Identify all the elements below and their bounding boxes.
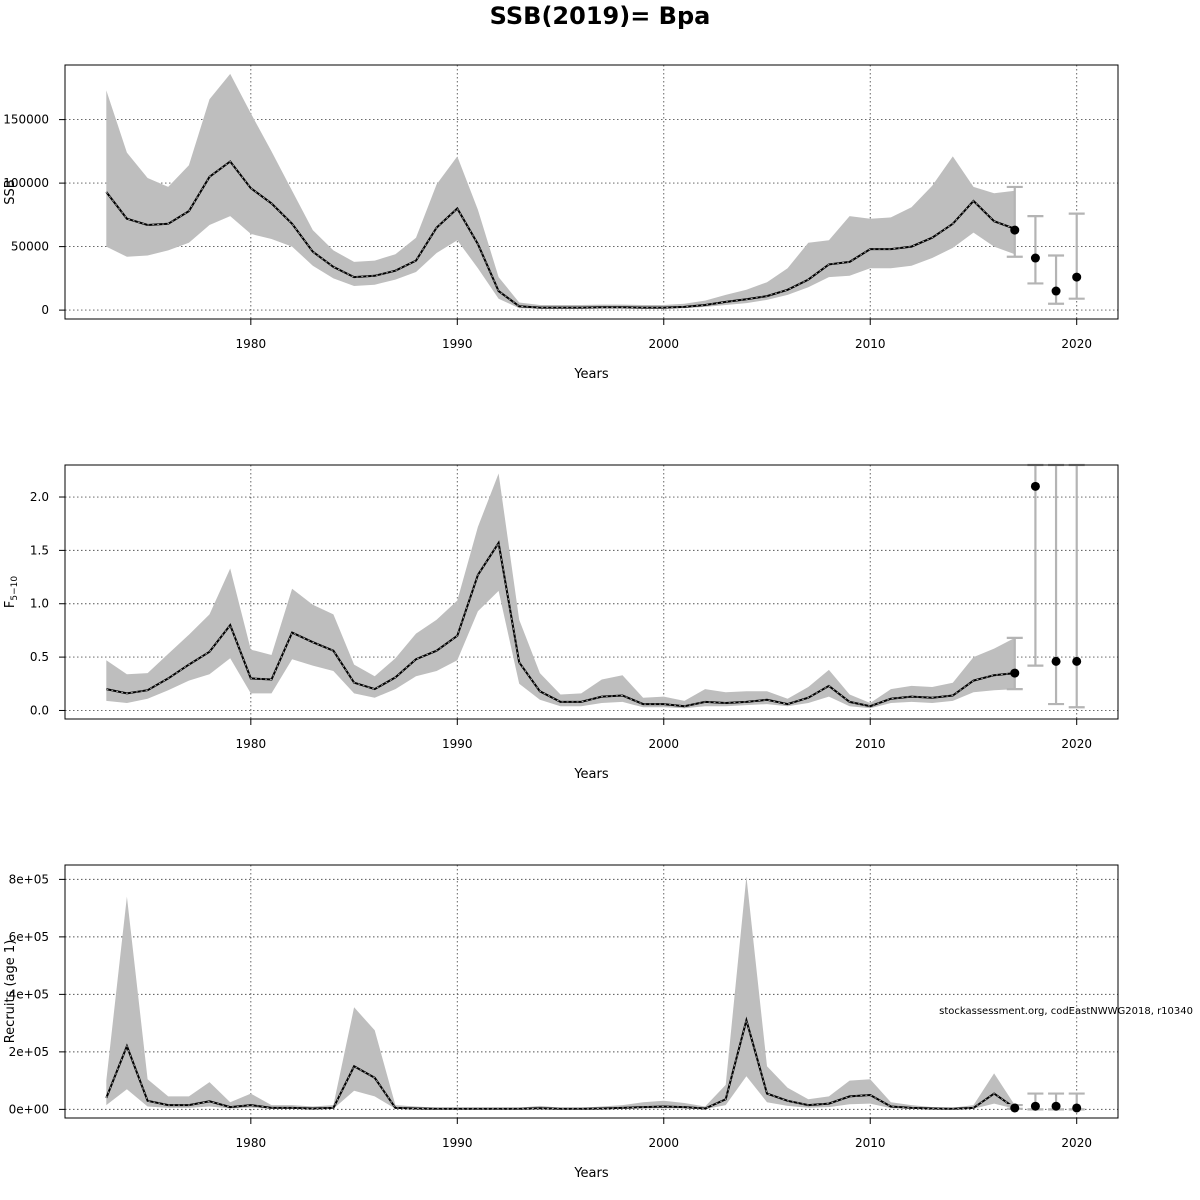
forecast-point <box>1072 272 1082 282</box>
confidence-band <box>106 473 1015 709</box>
x-tick-label: 2000 <box>648 1136 679 1150</box>
x-tick-label: 2000 <box>648 737 679 751</box>
y-tick-label: 50000 <box>11 240 49 254</box>
x-tick-label: 2020 <box>1061 337 1092 351</box>
x-axis-label: Years <box>573 767 609 782</box>
panel-fbar: 1980 1990 2000 2010 2020 0.0 0.5 1.0 1.5 2.0 Years… <box>3 463 1119 782</box>
forecast-point <box>1072 1103 1082 1113</box>
x-tick-label: 2010 <box>855 337 886 351</box>
confidence-band <box>106 876 1015 1110</box>
forecast-point <box>1051 1101 1061 1111</box>
x-tick-label: 1990 <box>442 737 473 751</box>
y-tick-label: 150000 <box>3 113 49 127</box>
x-tick-label: 1980 <box>236 1136 267 1150</box>
x-tick-label: 1990 <box>442 1136 473 1150</box>
x-axis-label: Years <box>573 367 609 382</box>
forecast-point <box>1051 656 1061 666</box>
forecast-point <box>1030 1101 1040 1111</box>
forecast-point <box>1010 225 1020 235</box>
y-tick-label: 0.0 <box>30 703 49 717</box>
page-title: SSB(2019)= Bpa <box>489 2 711 30</box>
y-tick-label: 0 <box>41 303 49 317</box>
forecast-point <box>1010 668 1020 678</box>
y-tick-label: 1.5 <box>30 543 49 557</box>
y-tick-label: 1.0 <box>30 597 49 611</box>
forecast-point <box>1030 481 1040 491</box>
x-tick-label: 2010 <box>855 1136 886 1150</box>
plot-frame <box>64 864 1119 1119</box>
plot-frame <box>64 64 1119 320</box>
confidence-band <box>106 73 1015 309</box>
y-axis-label: F5−10 <box>3 576 20 608</box>
y-axis-label: SSB <box>3 179 18 204</box>
forecast-point <box>1051 286 1061 296</box>
x-axis-label: Years <box>573 1166 609 1181</box>
y-tick-label: 6e+05 <box>9 930 49 944</box>
y-tick-label: 0e+00 <box>9 1102 49 1116</box>
x-tick-label: 2020 <box>1061 737 1092 751</box>
x-tick-label: 2020 <box>1061 1136 1092 1150</box>
x-tick-label: 1980 <box>236 737 267 751</box>
x-tick-label: 1980 <box>236 337 267 351</box>
estimate-line <box>105 160 1016 309</box>
x-tick-label: 1990 <box>442 337 473 351</box>
y-tick-label: 0.5 <box>30 650 49 664</box>
forecast-point <box>1030 253 1040 263</box>
credit-text: stockassessment.org, codEastNWWG2018, r1… <box>939 1006 1193 1017</box>
x-tick-label: 2000 <box>648 337 679 351</box>
y-tick-label: 2.0 <box>30 490 49 504</box>
y-axis-label-subscript: 5−10 <box>10 576 20 601</box>
y-tick-label: 4e+05 <box>9 987 49 1001</box>
x-tick-label: 2010 <box>855 737 886 751</box>
estimate-line-dots <box>105 1018 1016 1110</box>
estimate-line-dots <box>106 541 1015 707</box>
y-axis-label: Recruits (age 1) <box>3 940 18 1044</box>
plot-frame <box>64 464 1119 720</box>
y-tick-label: 100000 <box>3 176 49 190</box>
y-tick-label: 2e+05 <box>9 1045 49 1059</box>
y-tick-label: 8e+05 <box>9 872 49 886</box>
panel-ssb: 1980 1990 2000 2010 2020 0 50000 100000 150000 Ye… <box>3 64 1119 382</box>
forecast-point <box>1072 656 1082 666</box>
panel-recruits: 1980 1990 2000 2010 2020 0e+00 2e+05 4e+05 6e+05… <box>3 864 1119 1181</box>
forecast-point <box>1010 1103 1020 1113</box>
